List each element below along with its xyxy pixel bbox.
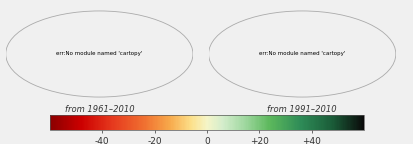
Text: from 1961–2010: from 1961–2010 xyxy=(64,105,134,113)
Text: err:No module named 'cartopy': err:No module named 'cartopy' xyxy=(56,52,142,56)
Text: err:No module named 'cartopy': err:No module named 'cartopy' xyxy=(259,52,344,56)
Text: from 1991–2010: from 1991–2010 xyxy=(267,105,336,113)
